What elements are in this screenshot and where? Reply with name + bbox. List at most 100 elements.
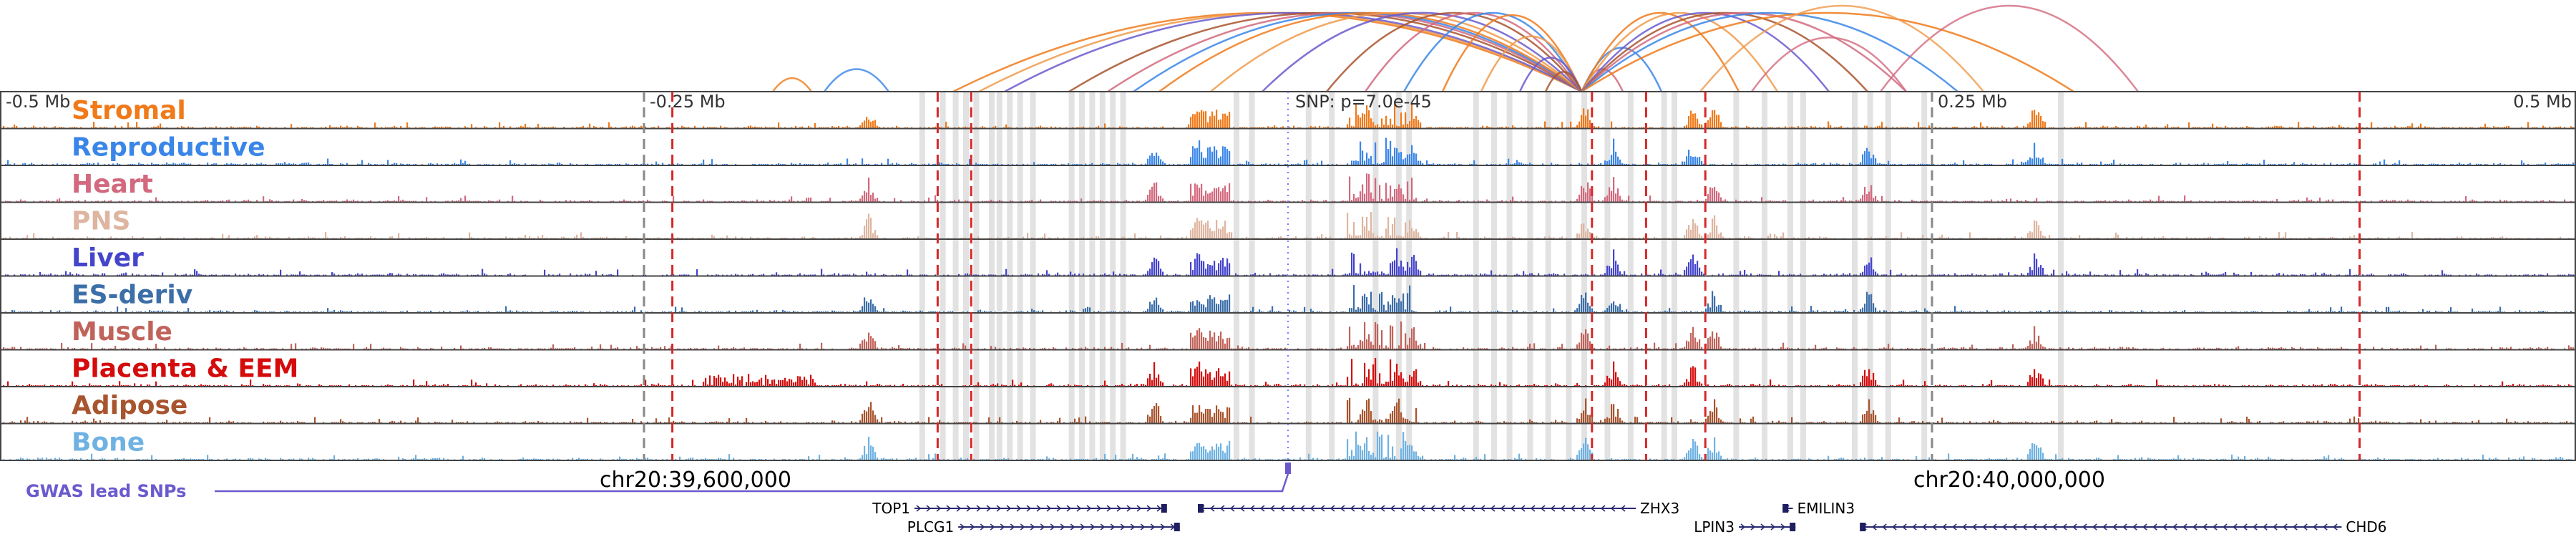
signal-bar (286, 164, 288, 165)
signal-bar (2390, 274, 2392, 276)
signal-bar (1617, 264, 1619, 276)
signal-bar (1278, 163, 1280, 165)
signal-bar (1334, 200, 1336, 202)
signal-bar (1194, 305, 1196, 312)
signal-bar (544, 164, 546, 165)
signal-bar (1257, 127, 1259, 128)
signal-bar (2371, 274, 2373, 276)
signal-bar (1201, 332, 1203, 349)
signal-bar (1141, 237, 1143, 238)
signal-bar (61, 343, 63, 349)
signal-bar (2008, 272, 2010, 276)
signal-bar (224, 164, 226, 165)
signal-bar (398, 233, 400, 238)
signal-bar (2036, 115, 2038, 128)
signal-bar (370, 344, 372, 349)
signal-bar (615, 127, 617, 128)
signal-bar (1782, 232, 1785, 238)
signal-bar (2429, 164, 2431, 165)
signal-bar (1201, 220, 1203, 238)
signal-bar (33, 200, 35, 202)
signal-bar (527, 200, 529, 202)
signal-bar (488, 200, 490, 202)
signal-bar (548, 163, 550, 165)
signal-bar (774, 200, 776, 202)
signal-bar (1411, 104, 1413, 128)
signal-bar (1314, 200, 1317, 202)
signal-bar (1660, 127, 1662, 128)
signal-bar (1411, 228, 1413, 238)
signal-bar (559, 274, 561, 276)
signal-bar (1815, 163, 1817, 165)
signal-bar (2094, 200, 2096, 202)
signal-bar (572, 311, 574, 312)
signal-bar (726, 127, 728, 128)
signal-bar (7, 160, 9, 165)
signal-bar (1083, 126, 1085, 128)
signal-bar (1596, 127, 1598, 128)
signal-bar (640, 200, 643, 202)
signal-bar (582, 125, 585, 128)
signal-bar (726, 348, 728, 349)
signal-bar (1201, 152, 1203, 165)
signal-bar (2287, 274, 2289, 276)
signal-bar (791, 274, 793, 276)
signal-bar (1918, 163, 1920, 165)
signal-bar (1525, 274, 1527, 276)
signal-bar (46, 200, 48, 202)
signal-bar (2463, 200, 2465, 202)
signal-bar (24, 200, 26, 202)
signal-bar (1158, 304, 1160, 312)
signal-bar (2502, 236, 2504, 238)
signal-bar (898, 344, 900, 349)
signal-bar (402, 163, 404, 165)
signal-bar (808, 311, 810, 312)
signal-bar (2403, 311, 2405, 312)
signal-bar (1688, 200, 1690, 202)
signal-bar (2534, 200, 2536, 202)
signal-bar (2044, 163, 2046, 165)
signal-bar (2263, 160, 2265, 165)
signal-bar (409, 274, 411, 276)
signal-bar (1293, 274, 1295, 276)
signal-bar (2216, 164, 2218, 165)
signal-bar (1581, 295, 1583, 312)
signal-bar (995, 311, 997, 312)
signal-bar (2156, 274, 2158, 276)
signal-bar (1405, 158, 1407, 165)
signal-bar (1896, 274, 1898, 276)
signal-bar (91, 343, 93, 349)
signal-bar (617, 164, 619, 165)
signal-bar (2493, 163, 2495, 165)
signal-bar (1800, 274, 1802, 276)
signal-bar (728, 200, 731, 202)
signal-bar (1211, 151, 1214, 165)
signal-bar (628, 163, 630, 165)
signal-bar (1697, 261, 1699, 276)
signal-bar (1308, 274, 1310, 276)
signal-bar (2031, 232, 2034, 238)
signal-bar (1162, 161, 1164, 165)
signal-bar (2283, 274, 2285, 276)
signal-bar (1664, 163, 1667, 165)
signal-bar (400, 347, 402, 349)
signal-bar (1016, 127, 1018, 128)
signal-bar (454, 200, 456, 202)
signal-bar (2042, 158, 2044, 165)
signal-bar (1293, 310, 1295, 312)
signal-bar (1596, 311, 1598, 312)
signal-bar (1319, 125, 1321, 128)
signal-bar (1108, 274, 1111, 276)
loop-arc (1210, 11, 1583, 92)
signal-bar (1321, 274, 1323, 276)
signal-bar (1877, 274, 1879, 276)
signal-bar (919, 348, 922, 349)
signal-bar (1413, 153, 1415, 165)
signal-bar (525, 235, 527, 238)
signal-bar (980, 164, 982, 165)
signal-bar (1688, 150, 1690, 165)
signal-bar (982, 311, 984, 312)
signal-bar (20, 274, 22, 276)
signal-bar (1001, 164, 1003, 165)
signal-bar (1065, 127, 1068, 128)
